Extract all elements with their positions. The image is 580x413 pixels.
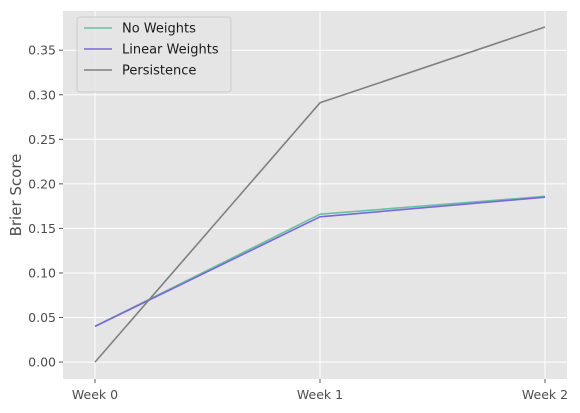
x-axis-ticks: Week 0 Week 1 Week 2 bbox=[72, 379, 568, 402]
legend: No Weights Linear Weights Persistence bbox=[76, 16, 232, 93]
series-lines bbox=[94, 26, 546, 363]
y-tick-label: 0.05 bbox=[28, 310, 56, 325]
y-tick-label: 0.35 bbox=[28, 43, 56, 58]
legend-label: Linear Weights bbox=[122, 43, 219, 58]
y-tick-label: 0.10 bbox=[28, 265, 56, 280]
series-line-linear-weights bbox=[94, 196, 546, 328]
y-tick-label: 0.20 bbox=[28, 176, 56, 191]
y-tick-label: 0.00 bbox=[28, 355, 56, 370]
y-axis-ticks: 0.00 0.05 0.10 0.15 0.20 0.25 0.30 0.35 bbox=[28, 43, 63, 370]
series-line-persistence bbox=[94, 26, 546, 363]
legend-label: No Weights bbox=[122, 22, 196, 37]
legend-box bbox=[76, 16, 232, 93]
x-tick-label: Week 1 bbox=[297, 387, 343, 402]
y-tick-label: 0.15 bbox=[28, 221, 56, 236]
x-tick-label: Week 0 bbox=[72, 387, 118, 402]
legend-label: Persistence bbox=[122, 64, 196, 79]
y-axis-label: Brier Score bbox=[7, 154, 25, 237]
y-tick-label: 0.25 bbox=[28, 132, 56, 147]
y-tick-label: 0.30 bbox=[28, 87, 56, 102]
x-tick-label: Week 2 bbox=[522, 387, 568, 402]
